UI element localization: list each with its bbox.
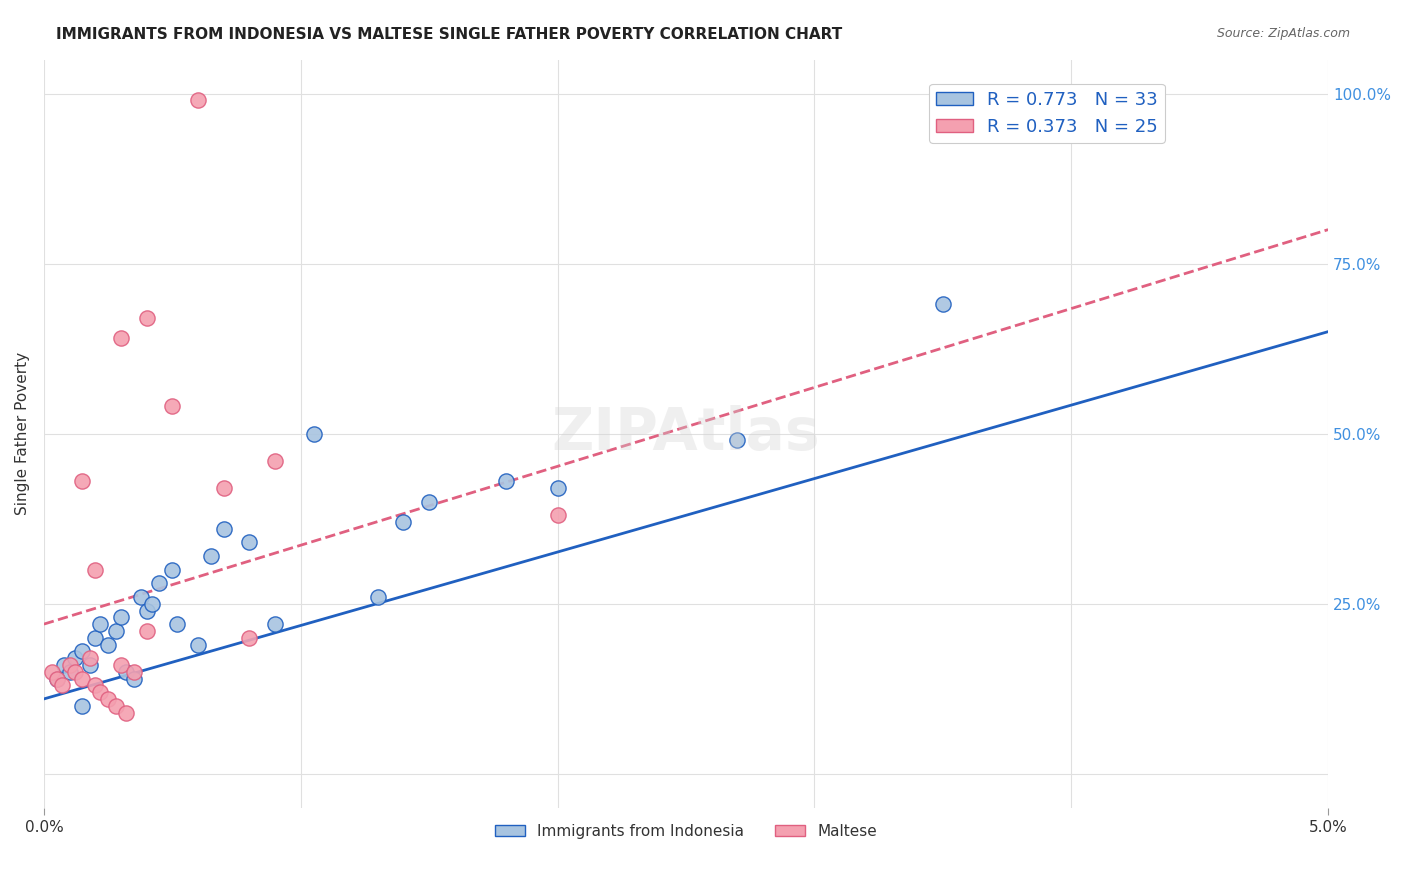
Point [162,400,184,414]
Point [141,597,163,611]
Point [238,631,260,645]
Point [122,665,145,679]
Point [79,651,101,665]
Point [162,563,184,577]
Point [84,631,107,645]
Point [115,665,138,679]
Point [63,665,86,679]
Point [97,692,120,706]
Point [367,590,389,604]
Point [131,590,153,604]
Point [45,672,67,686]
Point [97,638,120,652]
Point [148,576,170,591]
Point [84,678,107,692]
Point [418,494,440,508]
Point [212,481,235,495]
Point [135,603,157,617]
Point [45,672,67,686]
Point [72,672,94,686]
Point [110,331,132,345]
Point [200,549,222,563]
Point [104,698,127,713]
Point [392,515,415,529]
Point [51,678,73,692]
Y-axis label: Single Father Poverty: Single Father Poverty [15,352,30,516]
Point [238,535,260,549]
Point [547,481,569,495]
Point [89,685,111,699]
Point [110,610,132,624]
Point [72,475,94,489]
Point [53,657,76,672]
Point [187,638,209,652]
Point [84,563,107,577]
Point [264,617,287,632]
Point [932,297,955,311]
Text: IMMIGRANTS FROM INDONESIA VS MALTESE SINGLE FATHER POVERTY CORRELATION CHART: IMMIGRANTS FROM INDONESIA VS MALTESE SIN… [56,27,842,42]
Text: Source: ZipAtlas.com: Source: ZipAtlas.com [1216,27,1350,40]
Point [63,651,86,665]
Point [495,475,517,489]
Point [89,617,111,632]
Point [166,617,188,632]
Point [725,434,748,448]
Point [58,657,80,672]
Point [135,311,157,326]
Point [302,426,325,441]
Point [135,624,157,638]
Point [264,454,287,468]
Point [547,508,569,523]
Point [79,657,101,672]
Point [212,522,235,536]
Point [72,644,94,658]
Point [72,698,94,713]
Point [122,672,145,686]
Point [187,94,209,108]
Text: ZIPAtlas: ZIPAtlas [551,405,820,462]
Point [110,657,132,672]
Point [58,665,80,679]
Point [104,624,127,638]
Point [41,665,63,679]
Point [115,706,138,720]
Legend: Immigrants from Indonesia, Maltese: Immigrants from Indonesia, Maltese [488,818,883,845]
